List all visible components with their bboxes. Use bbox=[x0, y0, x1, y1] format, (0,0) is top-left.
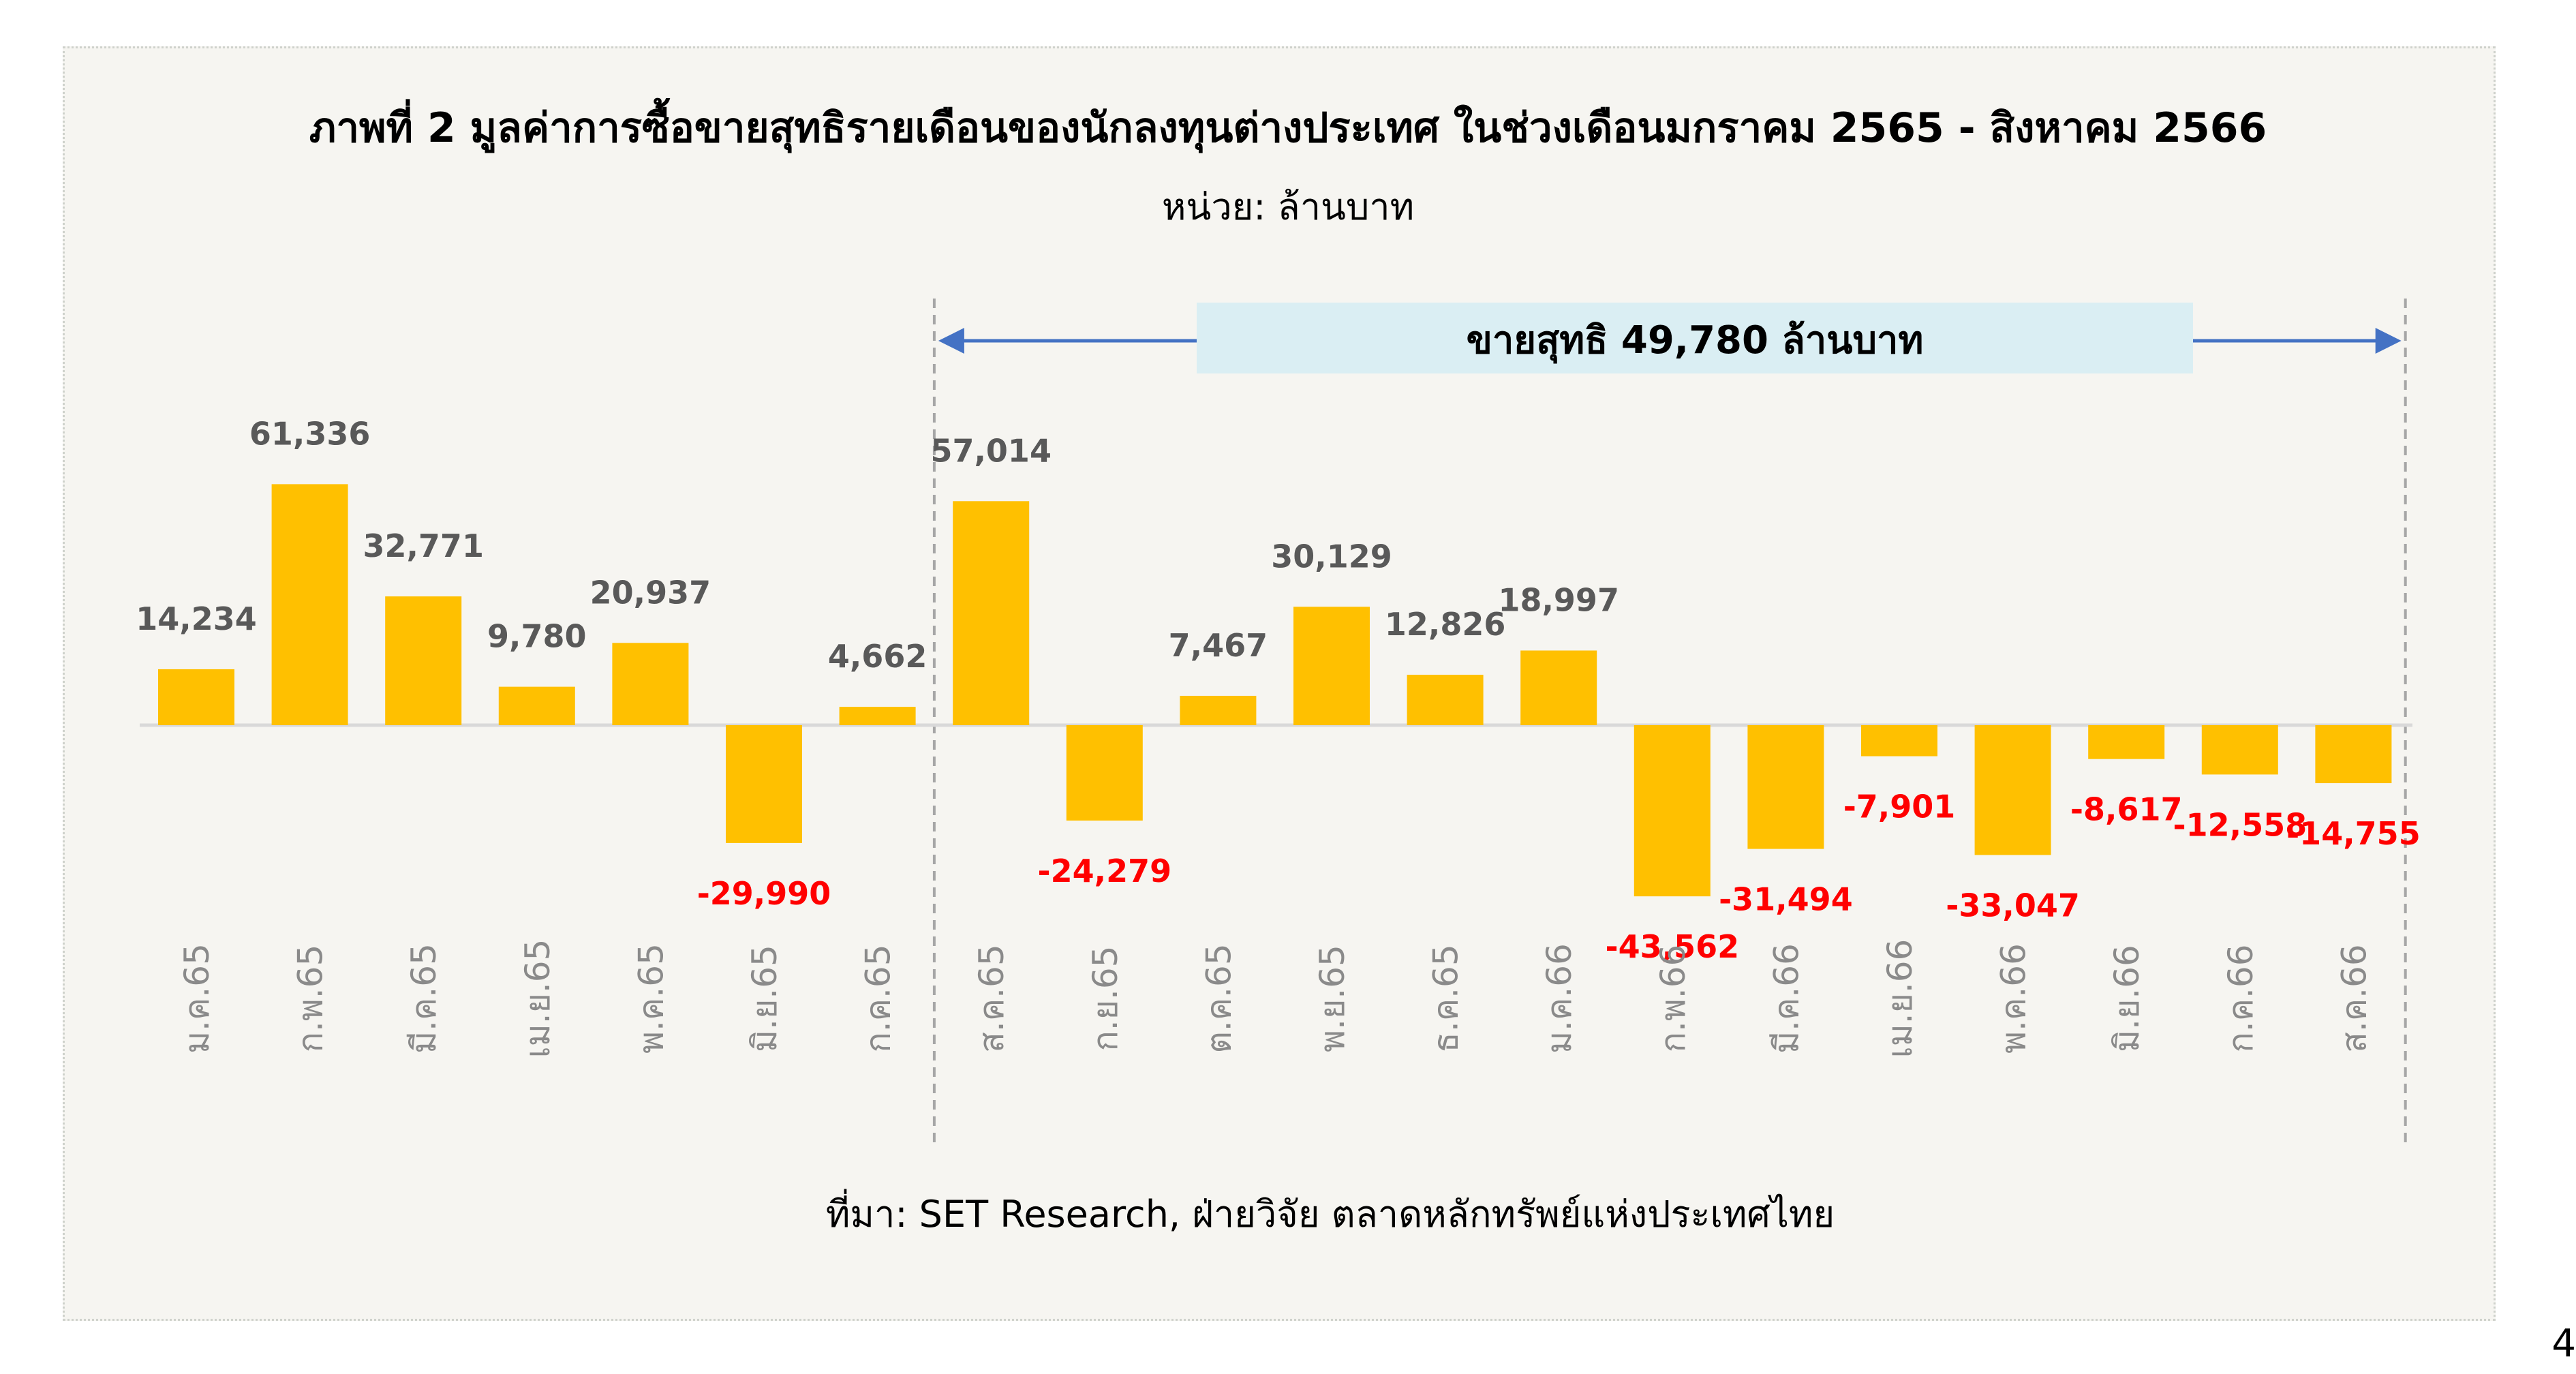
bar bbox=[1067, 725, 1143, 821]
x-tick-label: มี.ค.65 bbox=[404, 943, 444, 1054]
data-label: -14,755 bbox=[2286, 815, 2421, 852]
bar bbox=[1520, 650, 1597, 725]
x-tick-label: ม.ค.65 bbox=[177, 943, 217, 1054]
x-tick-label: ก.ค.65 bbox=[859, 944, 898, 1052]
data-label: -8,617 bbox=[2070, 791, 2183, 828]
source-note: ที่มา: SET Research, ฝ่ายวิจัย ตลาดหลักท… bbox=[826, 1189, 1835, 1236]
bar bbox=[1747, 725, 1824, 849]
x-tick-label: ส.ค.66 bbox=[2334, 944, 2374, 1052]
bar bbox=[385, 596, 461, 725]
data-label: 61,336 bbox=[249, 415, 371, 452]
net-sell-annotation: ขายสุทธิ 49,780 ล้านบาท bbox=[938, 303, 2402, 373]
bar bbox=[272, 484, 348, 725]
x-tick-label: ก.ค.66 bbox=[2221, 944, 2260, 1052]
x-tick-label: พ.ค.66 bbox=[1994, 943, 2034, 1054]
unit-label: หน่วย: ล้านบาท bbox=[1162, 185, 1414, 228]
data-label: -31,494 bbox=[1719, 881, 1853, 918]
data-label: -7,901 bbox=[1843, 789, 1956, 825]
data-label: -29,990 bbox=[697, 875, 831, 912]
x-tick-label: เม.ย.65 bbox=[518, 939, 557, 1058]
bar bbox=[1180, 696, 1256, 725]
chart-title: ภาพที่ 2 มูลค่าการซื้อขายสุทธิรายเดือนขอ… bbox=[309, 97, 2267, 153]
x-tick-label: ธ.ค.65 bbox=[1426, 944, 1466, 1052]
data-label: 32,771 bbox=[363, 528, 484, 564]
bar bbox=[1634, 725, 1711, 896]
arrow-right-head bbox=[2376, 328, 2402, 354]
bar bbox=[2202, 725, 2278, 774]
arrow-left-head bbox=[938, 328, 964, 354]
x-tick-label: ต.ค.65 bbox=[1199, 943, 1238, 1053]
bar bbox=[158, 669, 234, 725]
x-tick-label: พ.ค.65 bbox=[631, 943, 671, 1054]
x-axis-tick-labels: ม.ค.65 ก.พ.65 มี.ค.65 เม.ย.65 พ.ค.65 มิ.ย.65 ก… bbox=[177, 939, 2374, 1058]
bar bbox=[1293, 607, 1370, 725]
x-tick-label: ส.ค.65 bbox=[972, 944, 1011, 1052]
bar bbox=[612, 643, 688, 725]
data-label: 9,780 bbox=[487, 618, 587, 655]
data-label: 57,014 bbox=[930, 432, 1052, 469]
x-tick-label: มิ.ย.66 bbox=[2107, 945, 2147, 1052]
bar bbox=[840, 707, 916, 725]
x-tick-label: ก.ย.65 bbox=[1086, 946, 1125, 1052]
bar bbox=[1407, 675, 1484, 725]
bar bbox=[726, 725, 802, 843]
bar bbox=[953, 501, 1029, 725]
data-label: 14,234 bbox=[136, 600, 257, 637]
page-number: 4 bbox=[2551, 1322, 2576, 1366]
data-label: 30,129 bbox=[1271, 538, 1392, 575]
x-tick-label: ก.พ.66 bbox=[1653, 945, 1693, 1053]
x-tick-label: มิ.ย.65 bbox=[745, 945, 784, 1052]
data-label: 18,997 bbox=[1498, 581, 1619, 618]
data-label: -33,047 bbox=[1946, 887, 2080, 924]
bar bbox=[499, 687, 575, 725]
x-tick-label: ม.ค.66 bbox=[1539, 943, 1579, 1054]
annotation-text: ขายสุทธิ 49,780 ล้านบาท bbox=[1467, 318, 1924, 364]
data-label: 7,467 bbox=[1169, 627, 1268, 664]
bar bbox=[1861, 725, 1937, 757]
x-tick-label: เม.ย.66 bbox=[1880, 939, 1920, 1058]
x-tick-label: มี.ค.66 bbox=[1766, 943, 1806, 1054]
bar bbox=[2088, 725, 2164, 759]
data-label: 4,662 bbox=[828, 638, 927, 675]
x-tick-label: พ.ย.65 bbox=[1313, 945, 1352, 1052]
x-tick-label: ก.พ.65 bbox=[291, 945, 331, 1053]
bar bbox=[1975, 725, 2051, 855]
data-label: 12,826 bbox=[1385, 606, 1506, 643]
data-label: 20,937 bbox=[590, 574, 711, 611]
bar bbox=[2315, 725, 2391, 783]
data-label: -24,279 bbox=[1037, 853, 1171, 889]
